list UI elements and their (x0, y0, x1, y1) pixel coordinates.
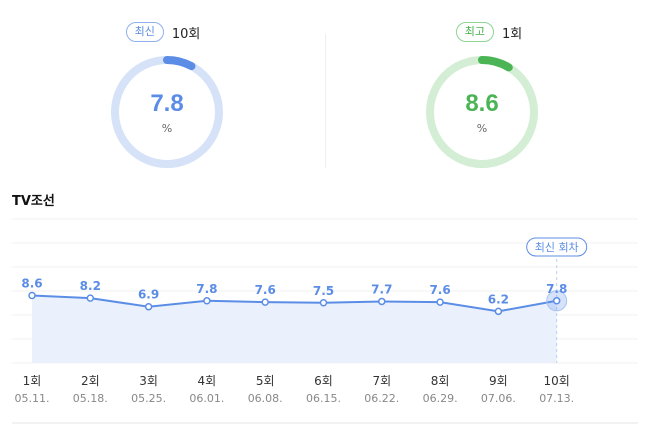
panel-divider (325, 34, 326, 168)
x-tick-label: 2회 (81, 374, 100, 388)
x-date-label: 06.08. (248, 392, 283, 405)
data-label: 7.5 (313, 284, 334, 298)
data-label: 7.7 (371, 282, 392, 296)
data-point (144, 302, 153, 311)
x-tick-label: 1회 (23, 374, 42, 388)
latest-rating-unit: % (161, 122, 173, 135)
data-point (203, 297, 211, 305)
x-date-label: 06.29. (423, 392, 458, 405)
latest-badge: 최신 (125, 22, 164, 42)
data-label: 8.2 (80, 279, 101, 293)
best-gauge-fill (426, 56, 538, 168)
x-tick-label: 6회 (314, 374, 333, 388)
latest-rating-value: 7.8 (150, 90, 184, 117)
data-point (28, 291, 36, 300)
best-rating-gauge: 8.6 % (424, 54, 540, 170)
x-tick-label: 10회 (544, 374, 570, 388)
data-point (552, 297, 561, 305)
latest-annotation-bubble (526, 237, 588, 257)
latest-rating-gauge: 7.8 % (109, 54, 225, 170)
data-label: 6.2 (488, 292, 509, 306)
x-tick-label: 3회 (139, 374, 158, 388)
best-rating-unit: % (476, 122, 488, 135)
best-episode-count: 1회 (502, 26, 523, 42)
latest-gauge-fill (111, 56, 223, 168)
data-label: 7.8 (196, 282, 217, 296)
data-point (319, 299, 328, 307)
x-date-label: 07.13. (539, 392, 574, 405)
x-tick-label: 8회 (431, 374, 450, 388)
latest-episode-count: 10회 (171, 26, 201, 42)
x-tick-label: 7회 (372, 374, 391, 388)
best-rating-value: 8.6 (465, 90, 499, 117)
best-rating-panel: 최고 1회 8.6 % (326, 0, 652, 180)
x-tick-label: 4회 (198, 374, 217, 388)
channel-title: TV조선 (12, 194, 55, 209)
series-line (31, 294, 557, 313)
data-point (86, 294, 95, 302)
latest-rating-panel: 최신 10회 7.8 % (0, 0, 326, 180)
x-date-label: 05.11. (15, 392, 50, 405)
data-point (494, 307, 503, 316)
data-label: 6.9 (138, 288, 159, 302)
area-fill (32, 295, 557, 363)
x-date-label: 05.25. (131, 392, 166, 405)
x-date-label: 06.22. (364, 392, 399, 405)
x-date-label: 06.15. (306, 392, 341, 405)
rating-line-chart: 8.6 1회 05.11. 8.2 2회 05.18. 6.9 3회 05.25. 7.8 4회 06… (12, 218, 638, 424)
data-point (261, 298, 269, 306)
data-point (436, 298, 444, 306)
data-label: 7.8 (546, 282, 567, 296)
x-date-label: 05.18. (73, 392, 108, 405)
best-badge: 최고 (455, 22, 494, 42)
data-label: 7.6 (255, 283, 276, 297)
x-tick-label: 9회 (489, 374, 508, 388)
x-date-label: 06.01. (189, 392, 224, 405)
x-date-label: 07.06. (481, 392, 516, 405)
latest-annotation-label: 최신 회차 (535, 241, 579, 254)
data-label: 7.6 (429, 283, 450, 297)
data-label: 8.6 (21, 277, 42, 291)
data-point (378, 297, 386, 306)
x-tick-label: 5회 (256, 374, 275, 388)
